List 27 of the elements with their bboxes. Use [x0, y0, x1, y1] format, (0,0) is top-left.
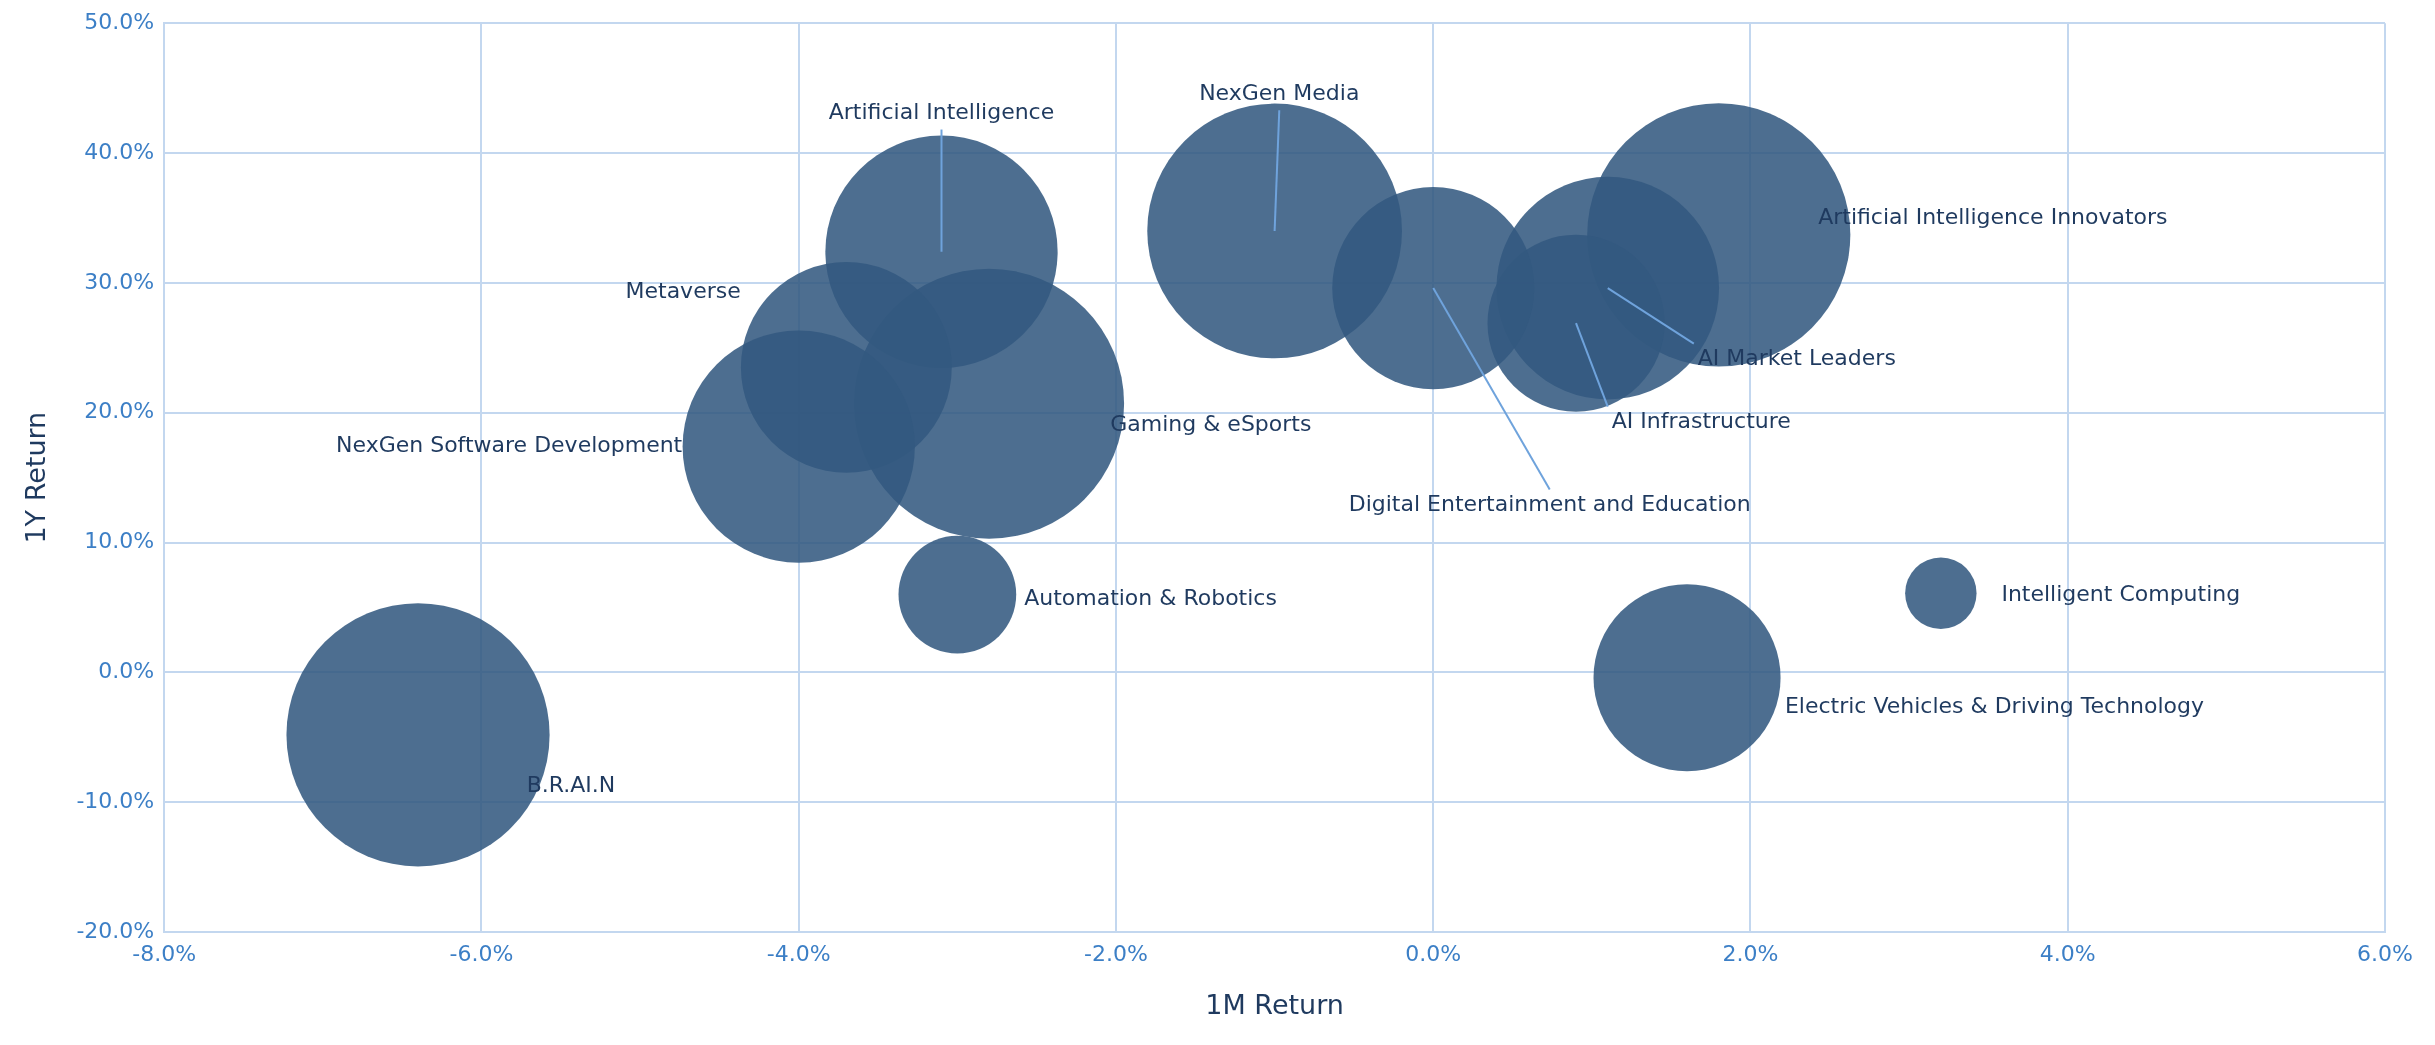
x-tick-label: -4.0% — [766, 941, 831, 967]
y-tick-label: 0.0% — [98, 658, 155, 684]
y-tick-label: -10.0% — [76, 788, 155, 814]
series-label: Intelligent Computing — [2001, 580, 2241, 606]
x-tick-label: 2.0% — [1722, 941, 1779, 967]
y-tick-label: -20.0% — [76, 917, 155, 943]
text: Digital Entertainment and Education — [1348, 491, 1751, 517]
y-axis-title: 1Y Return — [20, 411, 52, 544]
x-tick-label: 4.0% — [2039, 941, 2096, 967]
y-tick-label: 20.0% — [84, 398, 155, 424]
series-label: Metaverse — [625, 278, 741, 304]
x-tick-label: -2.0% — [1084, 941, 1148, 967]
series-label: Automation & Robotics — [1024, 584, 1277, 610]
y-tick-label: 30.0% — [84, 268, 155, 294]
x-axis-title: 1M Return — [1205, 988, 1344, 1020]
y-tick-label: 10.0% — [84, 528, 155, 554]
y-tick-label: 40.0% — [84, 138, 155, 164]
x-tick-label: -6.0% — [449, 941, 514, 967]
series-label: NexGen Software Development — [336, 432, 683, 458]
y-tick-label: 50.0% — [84, 8, 155, 34]
series-label: AI Infrastructure — [1611, 408, 1791, 434]
series-label: NexGen Media — [1199, 80, 1360, 106]
x-tick-label: 6.0% — [2357, 941, 2413, 967]
series-label: Electric Vehicles & Driving Technology — [1784, 692, 2205, 718]
x-tick-label: -8.0% — [132, 941, 197, 967]
x-tick-label: 0.0% — [1405, 941, 1462, 967]
series-label: Artificial Intelligence — [828, 99, 1055, 125]
